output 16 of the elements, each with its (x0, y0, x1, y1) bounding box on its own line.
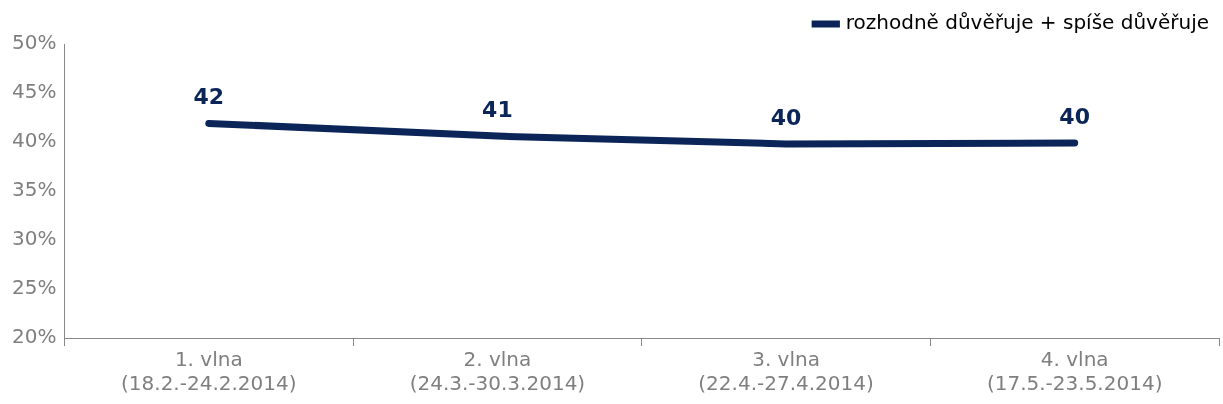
data-label: 40 (1059, 103, 1090, 129)
y-tick-label: 35% (12, 177, 57, 202)
data-label: 41 (482, 96, 513, 122)
y-tick-label: 20% (12, 324, 57, 349)
y-tick-label: 25% (12, 275, 57, 300)
y-tick-label: 30% (12, 226, 57, 251)
x-tick-label: 3. vlna (22.4.-27.4.2014) (698, 347, 874, 396)
x-tick-label: 1. vlna (18.2.-24.2.2014) (121, 347, 297, 396)
data-label: 40 (770, 104, 802, 130)
y-tick-label: 50% (12, 30, 57, 55)
x-tick-label: 2. vlna (24.3.-30.3.2014) (409, 347, 586, 396)
legend-label: rozhodně důvěřuje + spíše důvěřuje (845, 10, 1209, 35)
x-tick-label: 4. vlna (17.5.-23.5.2014) (986, 347, 1163, 396)
data-label: 42 (193, 84, 225, 110)
y-tick-label: 45% (12, 79, 57, 104)
y-tick-label: 40% (12, 128, 57, 153)
